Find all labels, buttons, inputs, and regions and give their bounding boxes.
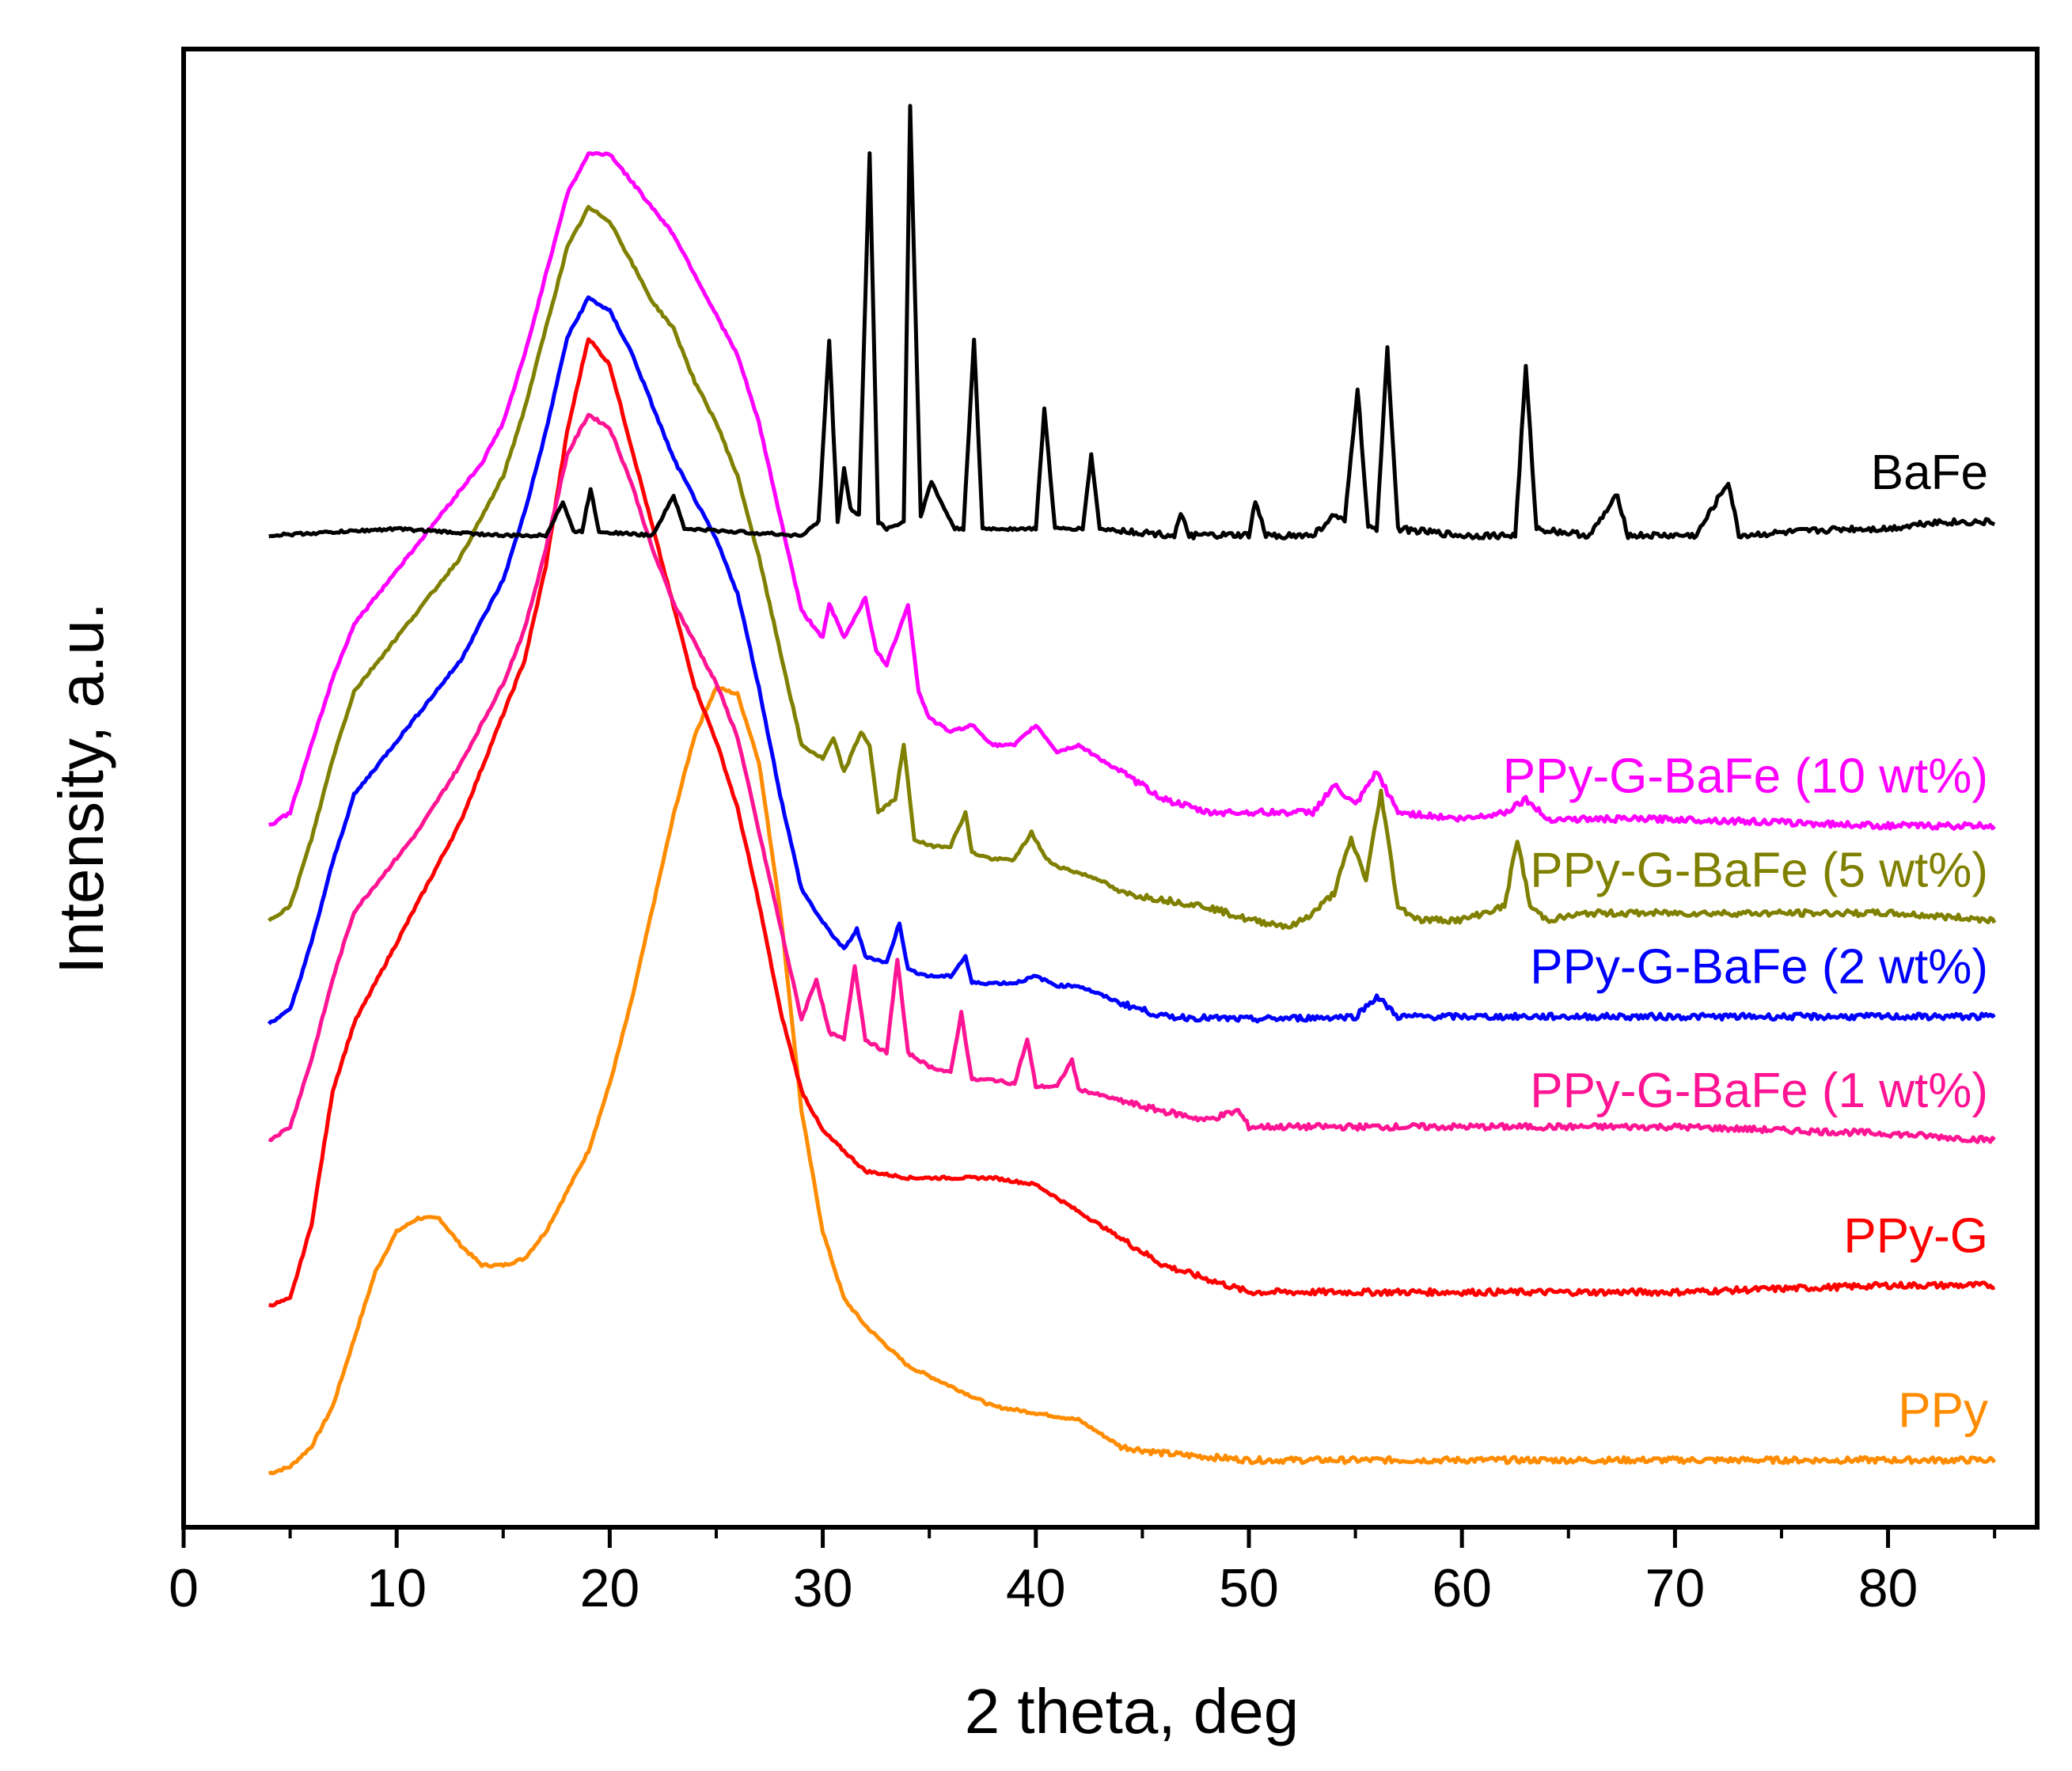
x-tick-label: 40 (1006, 1558, 1066, 1618)
x-axis-title: 2 theta, deg (965, 1676, 1300, 1746)
series-line-ppy-g-bafe-5-wt (268, 204, 1997, 931)
series-line-bafe (268, 104, 1996, 540)
x-tick-label: 70 (1645, 1558, 1706, 1618)
x-tick-label: 50 (1219, 1558, 1279, 1618)
series-label: BaFe (1871, 446, 1988, 500)
series-label: PPy-G-BaFe (5 wt%) (1530, 843, 1988, 897)
series-label: PPy (1898, 1383, 1988, 1438)
x-tick-label: 60 (1432, 1558, 1492, 1618)
series-label: PPy-G-BaFe (10 wt%) (1503, 749, 1988, 804)
series-line-ppy (268, 685, 1997, 1476)
x-tick-label: 20 (580, 1558, 640, 1618)
x-tick-label: 0 (169, 1558, 199, 1618)
series-layer (267, 104, 1997, 1476)
series-label: PPy-G (1843, 1208, 1988, 1263)
x-tick-label: 30 (793, 1558, 853, 1618)
series-label: PPy-G-BaFe (2 wt%) (1530, 940, 1988, 995)
x-axis-tick-labels: 0 10 20 30 40 50 60 70 80 (169, 1558, 1918, 1618)
x-axis-ticks (181, 1527, 1997, 1548)
x-tick-label: 10 (366, 1558, 427, 1618)
y-axis-title: Intensity, a.u. (46, 602, 116, 974)
x-tick-label: 80 (1858, 1558, 1918, 1618)
series-line-ppy-g-bafe-1-wt (268, 412, 1996, 1144)
plot-frame (181, 47, 2040, 1530)
series-line-ppy-g-bafe-2-wt (267, 295, 1996, 1026)
series-label-layer: PPy PPy-G PPy-G-BaFe (1 wt%) PPy-G-BaFe (2 … (1503, 446, 1988, 1438)
series-label: PPy-G-BaFe (1 wt%) (1530, 1064, 1988, 1118)
series-line-ppy-g-bafe-10-wt (268, 151, 1996, 831)
